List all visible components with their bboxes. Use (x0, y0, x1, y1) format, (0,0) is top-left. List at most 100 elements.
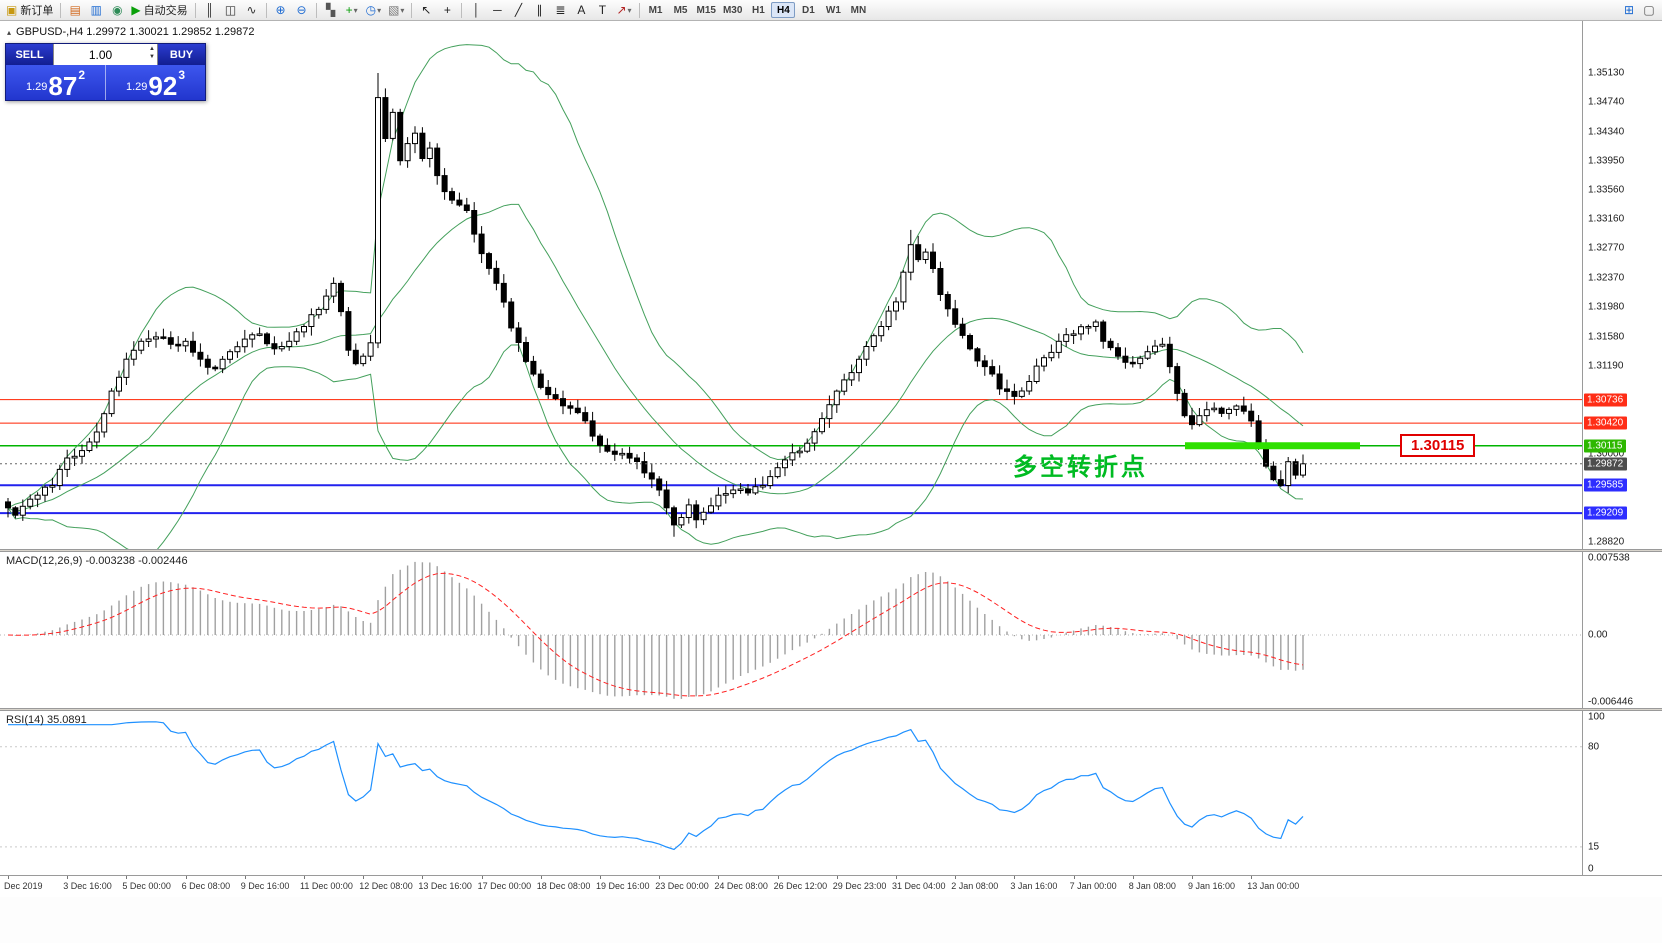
candlestick-chart[interactable] (0, 21, 1582, 549)
horizontal-line-tool-button[interactable]: ─ (487, 1, 507, 19)
label-tool-icon: T (598, 3, 607, 17)
toolbar-separator (411, 2, 413, 18)
label-tool-button[interactable]: T (592, 1, 612, 19)
price-level-badge: 1.30420 (1584, 416, 1628, 430)
macd-panel: MACD(12,26,9) -0.003238 -0.002446 (0, 552, 1662, 708)
new-order-button[interactable]: ▣ 新订单 (3, 1, 56, 19)
text-tool-button[interactable]: A (571, 1, 591, 19)
indicators-button[interactable]: + ▾ (342, 1, 362, 19)
channel-tool-button[interactable]: ∥ (529, 1, 549, 19)
time-tick (777, 876, 779, 879)
data-window-button[interactable]: ▥ (86, 1, 106, 19)
rsi-panel: RSI(14) 35.0891 (0, 711, 1662, 875)
line-chart-mode-button[interactable]: ∿ (242, 1, 262, 19)
time-tick (67, 876, 69, 879)
auto-trading-button[interactable]: ▶ 自动交易 (128, 1, 190, 19)
time-tick (718, 876, 720, 879)
rsi-chart[interactable] (0, 711, 1582, 875)
volume-spinner[interactable]: ▲ ▼ (149, 46, 155, 62)
volume-control: ▲ ▼ (53, 44, 158, 65)
time-tick (659, 876, 661, 879)
templates-button[interactable]: ▧ ▾ (385, 1, 407, 19)
time-tick (1132, 876, 1134, 879)
time-axis-label: 23 Dec 00:00 (655, 881, 709, 891)
macd-label: MACD(12,26,9) -0.003238 -0.002446 (6, 555, 188, 567)
candle-series (5, 73, 1306, 537)
spinner-down-icon[interactable]: ▼ (149, 53, 155, 60)
market-watch-button[interactable]: ▤ (65, 1, 85, 19)
chart-title: ▴ GBPUSD-,H4 1.29972 1.30021 1.29852 1.2… (7, 26, 255, 38)
time-tick (1073, 876, 1075, 879)
crosshair-button[interactable]: + (437, 1, 457, 19)
panel-divider[interactable] (0, 708, 1662, 711)
spinner-up-icon[interactable]: ▲ (149, 46, 155, 52)
toolbar-separator (638, 2, 640, 18)
quick-search-button[interactable]: ⊞ (1619, 1, 1639, 19)
time-axis-label: 19 Dec 16:00 (596, 881, 650, 891)
price-callout-box[interactable]: 1.30115 (1400, 434, 1476, 457)
sell-button[interactable]: SELL (6, 44, 53, 65)
time-tick (1192, 876, 1193, 879)
macd-chart[interactable] (0, 552, 1582, 708)
templates-icon: ▧ (388, 3, 400, 17)
time-tick (126, 876, 128, 879)
price-scale-label: 1.35130 (1588, 67, 1625, 79)
navigator-button[interactable]: ◉ (107, 1, 127, 19)
price-level-badge: 1.30115 (1584, 439, 1627, 453)
zoom-in-button[interactable]: ⊕ (271, 1, 291, 19)
price-scale-label: 1.33950 (1588, 155, 1625, 167)
vertical-line-tool-button[interactable]: │ (466, 1, 486, 19)
price-scale-label: 1.31980 (1588, 301, 1625, 313)
bar-chart-mode-button[interactable]: ║ (200, 1, 220, 19)
cursor-button[interactable]: ↖ (416, 1, 436, 19)
price-scale-label: 1.32770 (1588, 242, 1625, 254)
buy-price-display[interactable]: 1.29 92 3 (106, 65, 205, 100)
chevron-down-icon: ▾ (377, 5, 382, 15)
timeframe-m1-button[interactable]: M1 (648, 4, 663, 16)
timeframe-m5-button[interactable]: M5 (673, 4, 688, 16)
market-watch-icon: ▤ (69, 3, 82, 17)
price-scale-label: 1.33560 (1588, 184, 1625, 196)
zoom-in-icon: ⊕ (275, 3, 286, 17)
zoom-out-button[interactable]: ⊖ (292, 1, 312, 19)
navigator-icon: ◉ (112, 3, 123, 17)
time-axis[interactable]: Dec 2019 3 Dec 16:00 5 Dec 00:00 6 Dec 08:0… (0, 875, 1662, 897)
rsi-line (8, 721, 1304, 851)
buy-price-pipette: 3 (178, 68, 186, 82)
tile-windows-button[interactable]: ▚ (321, 1, 341, 19)
price-scale[interactable]: 1.35130 1.34740 1.34340 1.33950 1.33560 1.331… (1582, 21, 1662, 549)
sell-price-prefix: 1.29 (25, 81, 48, 93)
time-axis-label: 3 Dec 16:00 (63, 881, 112, 891)
timeframe-m30-button[interactable]: M30 (722, 4, 743, 16)
time-axis-label: 17 Dec 00:00 (477, 881, 532, 891)
rsi-scale-label: 100 (1588, 711, 1605, 723)
time-tick (955, 876, 957, 879)
arrows-tool-button[interactable]: ↗ ▾ (613, 1, 634, 19)
trendline-tool-button[interactable]: ╱ (508, 1, 528, 19)
buy-button[interactable]: BUY (158, 44, 205, 65)
price-level-badge: 1.29585 (1584, 478, 1628, 492)
volume-input[interactable] (54, 46, 157, 63)
fibonacci-tool-button[interactable]: ≣ (550, 1, 570, 19)
timeframe-w1-button[interactable]: W1 (825, 4, 841, 16)
macd-histogram (14, 561, 1304, 699)
panel-divider[interactable] (0, 549, 1662, 552)
timeframe-d1-button[interactable]: D1 (802, 4, 815, 16)
toolbar-separator (265, 2, 267, 18)
sell-price-display[interactable]: 1.29 87 2 (6, 65, 105, 100)
timeframe-h4-button[interactable]: H4 (771, 2, 796, 18)
tile-windows-icon: ▚ (325, 3, 336, 17)
time-tick (481, 876, 483, 879)
timeframe-m15-button[interactable]: M15 (696, 4, 716, 16)
crosshair-icon: + (443, 3, 451, 17)
window-mode-button[interactable]: ▢ (1639, 1, 1659, 19)
chart-marker-icon: ▴ (7, 27, 12, 37)
time-axis-label: 8 Jan 08:00 (1128, 881, 1176, 891)
periods-button[interactable]: ◷ ▾ (363, 1, 385, 19)
candlestick-mode-button[interactable]: ◫ (221, 1, 241, 19)
timeframe-mn-button[interactable]: MN (850, 4, 867, 16)
timeframe-h1-button[interactable]: H1 (752, 4, 765, 16)
chevron-down-icon: ▾ (627, 5, 632, 15)
time-tick (600, 876, 601, 879)
